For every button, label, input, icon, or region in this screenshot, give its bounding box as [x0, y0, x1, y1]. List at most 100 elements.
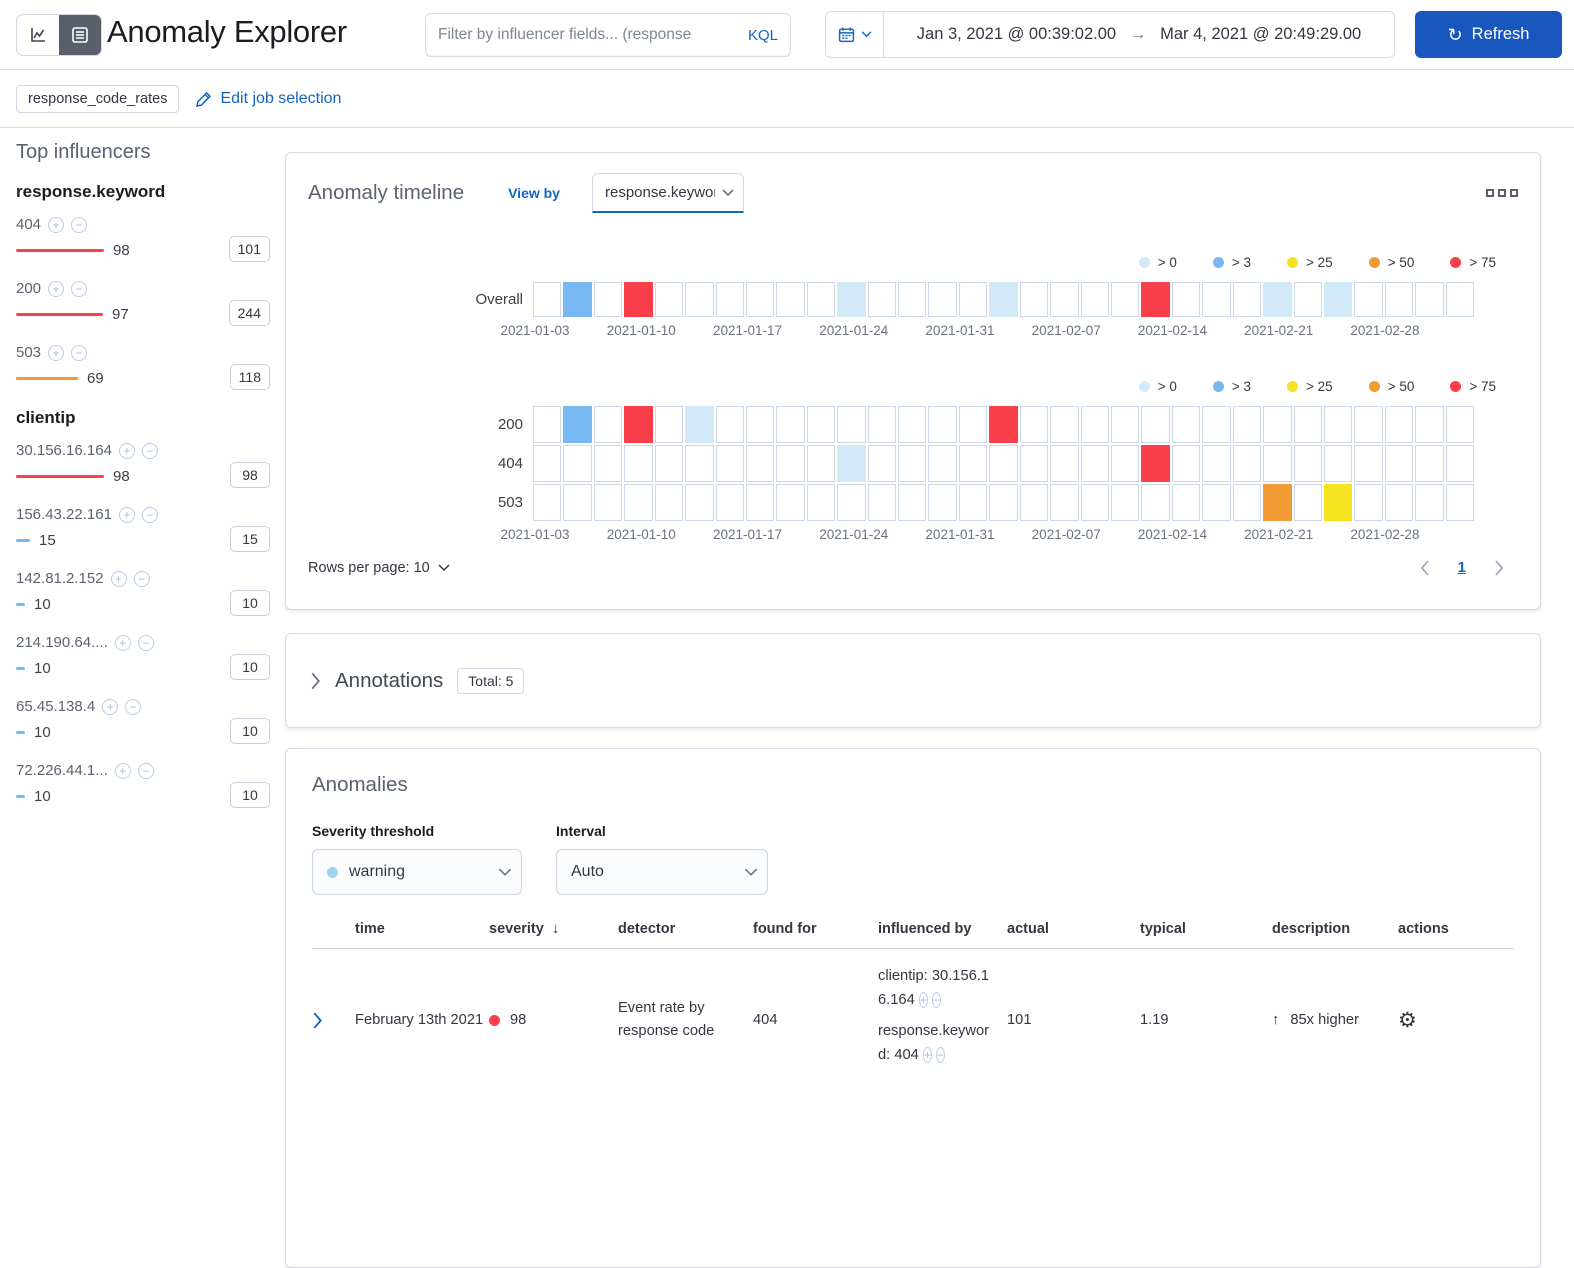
swimlane-cell[interactable]	[745, 484, 775, 521]
swimlane-cell[interactable]	[715, 282, 744, 317]
swimlane-cell[interactable]	[1050, 406, 1079, 443]
swimlane-cell[interactable]	[533, 484, 562, 521]
table-view-toggle-button[interactable]	[59, 15, 101, 55]
swimlane-cell[interactable]	[898, 282, 927, 317]
swimlane-cell[interactable]	[1384, 445, 1414, 482]
swimlane-cell[interactable]	[624, 406, 653, 443]
swimlane-cell[interactable]	[1141, 282, 1170, 317]
remove-filter-icon[interactable]: −	[931, 991, 941, 1008]
swimlane-cell[interactable]	[1232, 282, 1262, 317]
swimlane-cell[interactable]	[1050, 484, 1079, 521]
col-severity[interactable]: severity ↓	[489, 921, 560, 937]
swimlane-cell[interactable]	[867, 445, 897, 482]
swimlane-cell[interactable]	[1080, 282, 1110, 317]
swimlane-cell[interactable]	[1263, 282, 1292, 317]
remove-filter-icon[interactable]: −	[141, 442, 158, 459]
swimlane-cell[interactable]	[1415, 282, 1444, 317]
swimlane-cell[interactable]	[867, 484, 897, 521]
add-filter-icon[interactable]: +	[48, 280, 65, 297]
swimlane-cell[interactable]	[898, 445, 927, 482]
swimlane-cell[interactable]	[1050, 282, 1079, 317]
swimlane-cell[interactable]	[928, 406, 957, 443]
add-filter-icon[interactable]: +	[110, 570, 127, 587]
swimlane-options-icon[interactable]	[1486, 189, 1518, 197]
swimlane-cell[interactable]	[685, 484, 714, 521]
swimlane-cell[interactable]	[1141, 484, 1170, 521]
swimlane-cell[interactable]	[1202, 406, 1231, 443]
remove-filter-icon[interactable]: −	[141, 506, 158, 523]
date-range-display[interactable]: Jan 3, 2021 @ 00:39:02.00 → Mar 4, 2021 …	[884, 25, 1394, 44]
swimlane-cell[interactable]	[837, 282, 866, 317]
add-filter-icon[interactable]: +	[114, 634, 131, 651]
swimlane-cell[interactable]	[624, 282, 653, 317]
swimlane-cell[interactable]	[1232, 484, 1262, 521]
swimlane-cell[interactable]	[958, 484, 988, 521]
swimlane-cell[interactable]	[1445, 406, 1475, 443]
swimlane-cell[interactable]	[1293, 484, 1322, 521]
swimlane-cell[interactable]	[715, 445, 744, 482]
swimlane-cell[interactable]	[776, 484, 805, 521]
swimlane-cell[interactable]	[715, 484, 744, 521]
remove-filter-icon[interactable]: −	[71, 216, 88, 233]
swimlane-cell[interactable]	[989, 484, 1018, 521]
swimlane-cell[interactable]	[1111, 484, 1140, 521]
swimlane-cell[interactable]	[745, 445, 775, 482]
swimlane-cell[interactable]	[958, 282, 988, 317]
add-filter-icon[interactable]: +	[48, 344, 65, 361]
swimlane-cell[interactable]	[1293, 282, 1322, 317]
add-filter-icon[interactable]: +	[118, 506, 135, 523]
remove-filter-icon[interactable]: −	[936, 1046, 946, 1063]
swimlane-cell[interactable]	[1263, 445, 1292, 482]
swimlane-cell[interactable]	[1111, 445, 1140, 482]
swimlane-cell[interactable]	[1232, 406, 1262, 443]
col-description[interactable]: description	[1272, 921, 1351, 937]
swimlane-cell[interactable]	[989, 282, 1018, 317]
swimlane-cell[interactable]	[1384, 484, 1414, 521]
swimlane-cell[interactable]	[867, 282, 897, 317]
swimlane-cell[interactable]	[563, 445, 592, 482]
next-page-icon[interactable]	[1494, 559, 1504, 576]
edit-job-selection-link[interactable]: Edit job selection	[195, 90, 341, 108]
swimlane-cell[interactable]	[806, 406, 836, 443]
add-filter-icon[interactable]: +	[48, 216, 65, 233]
swimlane-cell[interactable]	[989, 406, 1018, 443]
interval-select[interactable]: Auto	[556, 849, 768, 895]
swimlane-cell[interactable]	[1445, 484, 1475, 521]
add-filter-icon[interactable]: +	[918, 991, 928, 1008]
col-influenced-by[interactable]: influenced by	[878, 921, 972, 937]
rows-per-page-button[interactable]: Rows per page: 10	[308, 560, 450, 576]
swimlane-cell[interactable]	[1415, 445, 1444, 482]
swimlane-cell[interactable]	[1354, 282, 1383, 317]
swimlane-cell[interactable]	[837, 484, 866, 521]
severity-threshold-select[interactable]: warning	[312, 849, 522, 895]
swimlane-cell[interactable]	[1171, 445, 1201, 482]
swimlane-cell[interactable]	[1445, 282, 1475, 317]
swimlane-cell[interactable]	[624, 445, 653, 482]
swimlane-cell[interactable]	[1415, 484, 1444, 521]
swimlane-cell[interactable]	[837, 445, 866, 482]
swimlane-cell[interactable]	[1080, 484, 1110, 521]
swimlane-cell[interactable]	[1202, 282, 1231, 317]
swimlane-cell[interactable]	[1050, 445, 1079, 482]
swimlane-cell[interactable]	[1293, 445, 1322, 482]
swimlane-cell[interactable]	[593, 406, 623, 443]
swimlane-cell[interactable]	[1384, 406, 1414, 443]
swimlane-cell[interactable]	[685, 445, 714, 482]
swimlane-cell[interactable]	[533, 282, 562, 317]
swimlane-cell[interactable]	[563, 282, 592, 317]
swimlane-cell[interactable]	[1232, 445, 1262, 482]
swimlane-cell[interactable]	[1019, 406, 1049, 443]
remove-filter-icon[interactable]: −	[137, 762, 154, 779]
swimlane-cell[interactable]	[1019, 445, 1049, 482]
swimlane-cell[interactable]	[1354, 406, 1383, 443]
add-filter-icon[interactable]: +	[114, 762, 131, 779]
gear-icon[interactable]: ⚙	[1398, 1008, 1417, 1032]
swimlane-cell[interactable]	[928, 445, 957, 482]
swimlane-cell[interactable]	[533, 445, 562, 482]
swimlane-cell[interactable]	[1323, 406, 1353, 443]
remove-filter-icon[interactable]: −	[137, 634, 154, 651]
swimlane-cell[interactable]	[624, 484, 653, 521]
swimlane-cell[interactable]	[1263, 406, 1292, 443]
swimlane-cell[interactable]	[563, 406, 592, 443]
add-filter-icon[interactable]: +	[118, 442, 135, 459]
